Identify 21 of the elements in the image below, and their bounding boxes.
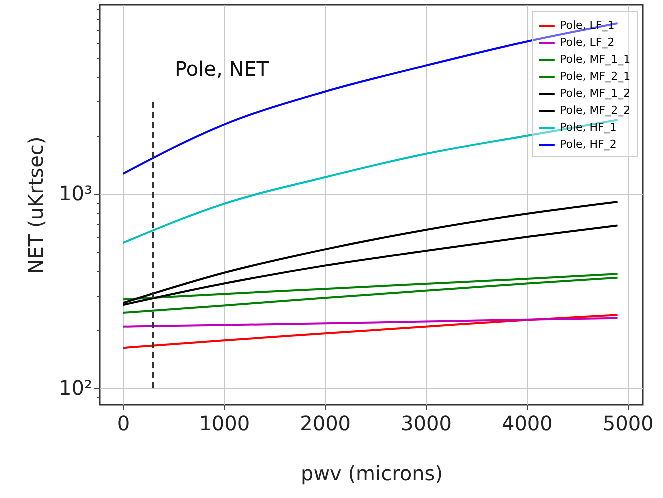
legend-label: Pole, HF_2 — [560, 138, 617, 151]
line-series — [122, 119, 619, 244]
annotation: Pole, NET — [175, 57, 270, 81]
x-axis-title: pwv (microns) — [300, 462, 444, 486]
line-series — [122, 317, 619, 328]
legend-label: Pole, MF_1_1 — [560, 53, 631, 66]
line-series — [122, 276, 619, 314]
x-tick-label: 0 — [117, 412, 130, 436]
x-tick-label: 1000 — [199, 412, 250, 436]
y-tick-label: 10² — [59, 376, 92, 400]
legend-label: Pole, MF_1_2 — [560, 87, 631, 100]
y-axis-title: NET (uKrtsec) — [24, 136, 48, 274]
x-tick-label: 2000 — [300, 412, 352, 436]
legend-label: Pole, LF_2 — [560, 36, 615, 49]
x-tick-label: 4000 — [502, 412, 553, 436]
line-series — [122, 314, 619, 350]
x-tick-label: 3000 — [401, 412, 452, 436]
x-tick-label: 5000 — [602, 412, 654, 436]
legend-label: Pole, MF_2_2 — [560, 104, 631, 117]
legend-label: Pole, MF_2_1 — [560, 70, 631, 83]
y-tick-label: 10³ — [59, 182, 92, 206]
